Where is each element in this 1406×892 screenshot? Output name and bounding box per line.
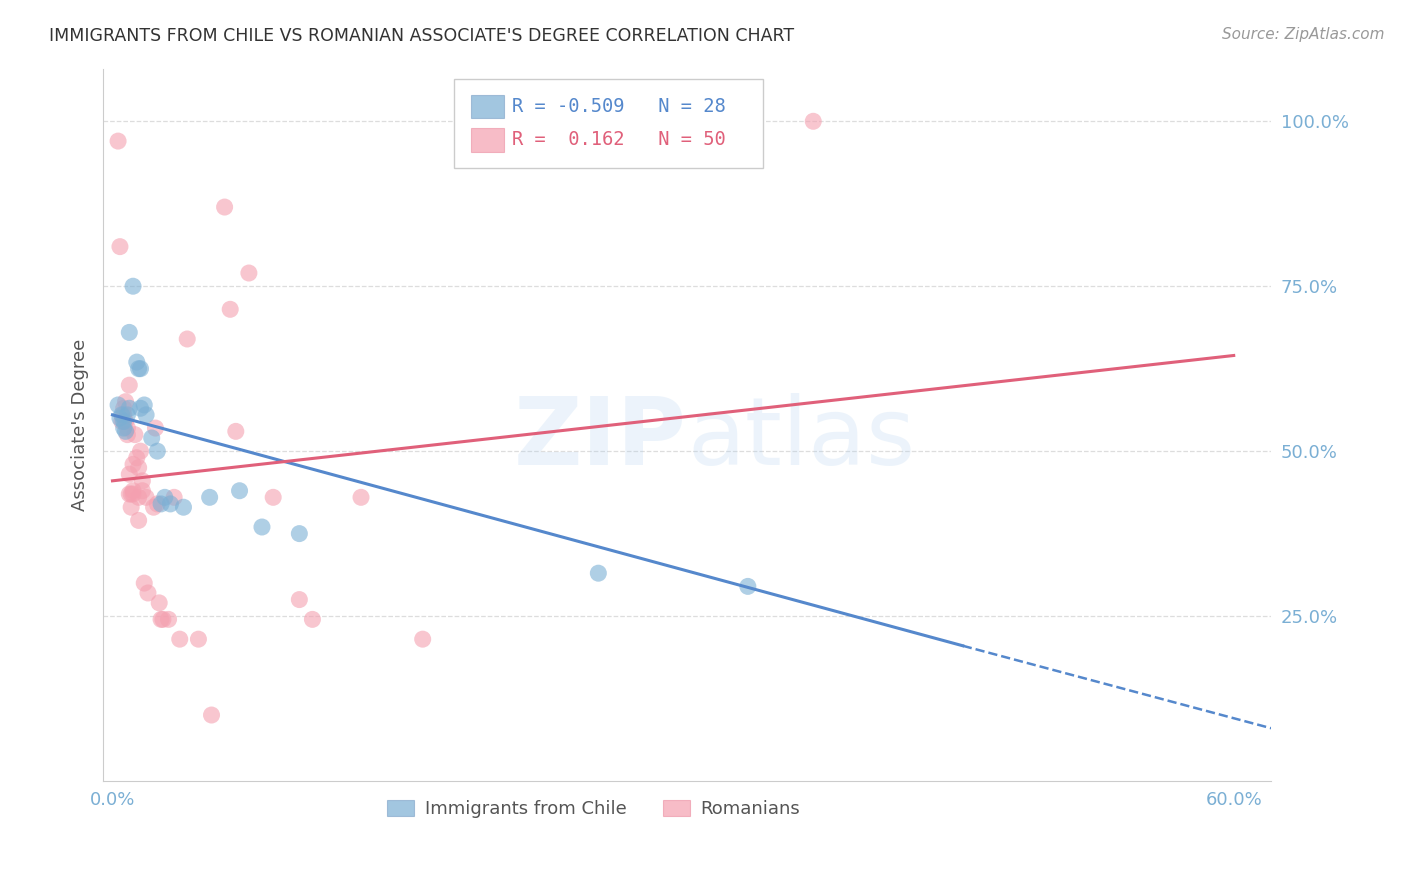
Point: [117, 421, 139, 435]
Point: [122, 487, 145, 501]
Point: [148, 596, 170, 610]
Point: [134, 576, 156, 591]
Point: [141, 431, 163, 445]
FancyBboxPatch shape: [471, 128, 503, 152]
Point: [225, 425, 247, 439]
Text: atlas: atlas: [688, 393, 915, 485]
Point: [128, 513, 150, 527]
FancyBboxPatch shape: [454, 79, 763, 169]
Y-axis label: Associate's Degree: Associate's Degree: [72, 339, 89, 511]
Point: [124, 427, 146, 442]
Point: [118, 467, 141, 482]
Point: [128, 460, 150, 475]
Point: [112, 401, 135, 416]
Text: R = -0.509   N = 28: R = -0.509 N = 28: [512, 96, 725, 116]
Point: [118, 378, 141, 392]
Point: [129, 361, 152, 376]
Point: [173, 500, 195, 515]
Point: [118, 401, 141, 416]
Point: [145, 421, 167, 435]
Point: [112, 408, 135, 422]
Point: [412, 632, 434, 647]
Point: [122, 279, 145, 293]
Point: [219, 302, 242, 317]
Point: [108, 411, 131, 425]
Point: [118, 487, 141, 501]
Point: [146, 497, 169, 511]
Point: [125, 355, 148, 369]
Point: [262, 491, 284, 505]
Point: [117, 427, 139, 442]
Point: [120, 487, 142, 501]
Point: [107, 134, 129, 148]
Point: [111, 414, 134, 428]
Point: [129, 401, 152, 416]
Point: [128, 361, 150, 376]
Point: [801, 114, 824, 128]
Point: [122, 458, 145, 472]
Point: [153, 491, 176, 505]
Point: [169, 632, 191, 647]
Point: [157, 612, 180, 626]
Point: [238, 266, 260, 280]
Point: [114, 414, 136, 428]
Point: [120, 500, 142, 515]
Point: [187, 632, 209, 647]
Point: [129, 444, 152, 458]
Point: [125, 450, 148, 465]
Point: [112, 421, 135, 435]
Point: [198, 491, 221, 505]
Point: [114, 394, 136, 409]
Point: [131, 483, 153, 498]
Point: [228, 483, 250, 498]
FancyBboxPatch shape: [471, 95, 503, 119]
Point: [350, 491, 373, 505]
Point: [288, 526, 311, 541]
Point: [152, 612, 174, 626]
Point: [108, 240, 131, 254]
Point: [136, 586, 159, 600]
Point: [114, 425, 136, 439]
Point: [737, 579, 759, 593]
Point: [176, 332, 198, 346]
Point: [250, 520, 273, 534]
Point: [142, 500, 165, 515]
Point: [588, 566, 610, 581]
Point: [288, 592, 311, 607]
Text: IMMIGRANTS FROM CHILE VS ROMANIAN ASSOCIATE'S DEGREE CORRELATION CHART: IMMIGRANTS FROM CHILE VS ROMANIAN ASSOCI…: [49, 27, 794, 45]
Legend: Immigrants from Chile, Romanians: Immigrants from Chile, Romanians: [380, 793, 807, 825]
Point: [150, 497, 173, 511]
Point: [163, 491, 186, 505]
Point: [131, 474, 153, 488]
Text: Source: ZipAtlas.com: Source: ZipAtlas.com: [1222, 27, 1385, 42]
Point: [200, 708, 222, 723]
Point: [159, 497, 181, 511]
Point: [214, 200, 236, 214]
Point: [118, 326, 141, 340]
Point: [117, 408, 139, 422]
Point: [111, 408, 134, 422]
Point: [146, 444, 169, 458]
Point: [128, 491, 150, 505]
Point: [112, 414, 135, 428]
Point: [301, 612, 323, 626]
Point: [150, 612, 173, 626]
Point: [122, 483, 145, 498]
Point: [134, 398, 156, 412]
Point: [135, 491, 157, 505]
Text: ZIP: ZIP: [515, 393, 688, 485]
Text: R =  0.162   N = 50: R = 0.162 N = 50: [512, 130, 725, 149]
Point: [135, 408, 157, 422]
Point: [107, 398, 129, 412]
